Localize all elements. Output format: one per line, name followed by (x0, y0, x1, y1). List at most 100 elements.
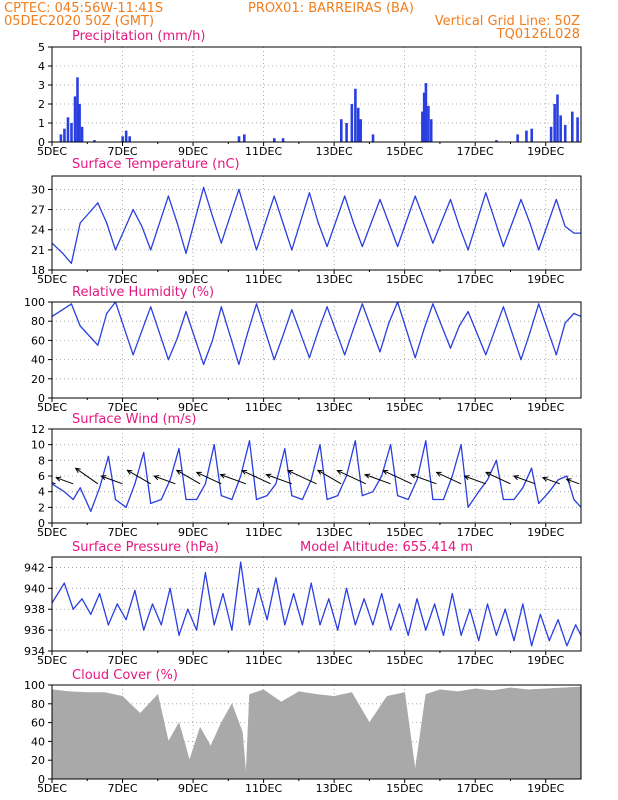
press-point (451, 593, 453, 595)
precip-bar (495, 140, 498, 142)
wind-point (125, 506, 127, 508)
rh-ytick-label: 60 (31, 334, 45, 347)
temp-point (432, 242, 434, 244)
wind-xtick-label: 9DEC (178, 526, 208, 539)
precip-bar (76, 77, 79, 142)
rh-xtick-label: 13DEC (316, 401, 353, 414)
cloud-data (52, 686, 581, 779)
wind-point (460, 444, 462, 446)
press-point (143, 629, 145, 631)
press-point (425, 629, 427, 631)
temp-point (308, 192, 310, 194)
cloud-xtick-label: 13DEC (316, 782, 353, 795)
temp-point (414, 195, 416, 197)
rh-point (326, 306, 328, 308)
precip-bar (549, 126, 553, 142)
wind-xtick-label: 17DEC (457, 526, 494, 539)
press-point (231, 629, 233, 631)
press-point (513, 640, 515, 642)
rh-point (106, 312, 108, 315)
cloud-xtick-label: 9DEC (178, 782, 208, 795)
rh-point (70, 303, 72, 305)
wind-point (143, 451, 145, 454)
rh-xtick-label: 11DEC (245, 401, 282, 414)
rh-point (352, 328, 355, 330)
press-point (522, 603, 524, 605)
press-point (354, 624, 356, 626)
temp-point (282, 222, 284, 224)
press-point (99, 593, 101, 595)
press-point (160, 624, 162, 626)
rh-point (564, 322, 566, 324)
temp-xtick-label: 7DEC (107, 273, 137, 286)
wind-ytick-label: 6 (38, 470, 45, 483)
wind-vector-head (541, 476, 548, 482)
temp-data (52, 186, 581, 264)
wind-point (513, 498, 515, 501)
precip-xtick-label: 5DEC (37, 145, 67, 158)
rh-point (247, 332, 249, 334)
press-point (284, 624, 286, 626)
wind-point (90, 510, 92, 512)
press-point (486, 603, 489, 605)
cloud-ytick-label: 100 (24, 679, 45, 692)
temp-point (106, 222, 108, 224)
precip-ytick-label: 5 (38, 41, 45, 54)
press-point (460, 634, 462, 636)
wind-point (213, 444, 215, 446)
wind-title: Surface Wind (m/s) (72, 412, 196, 427)
temp-point (167, 195, 169, 197)
wind-point (390, 444, 392, 446)
temp-point (203, 186, 205, 188)
precip-bar (121, 136, 124, 142)
rh-ytick-label: 0 (38, 392, 45, 405)
wind-vector (542, 477, 561, 485)
rh-point (485, 354, 487, 356)
wind-vector-head (153, 475, 160, 481)
press-point (531, 645, 533, 647)
temp-point (538, 249, 540, 251)
temp-point (555, 198, 557, 201)
wind-point (478, 491, 480, 493)
press-point (257, 587, 259, 589)
precip-bar (427, 105, 430, 142)
wind-point (326, 498, 328, 501)
wind-vector-head (286, 469, 293, 475)
precip-bar (63, 128, 66, 142)
rh-point (132, 354, 134, 356)
rh-point (388, 322, 390, 324)
precip-ytick-label: 0 (38, 136, 45, 149)
press-xtick-label: 9DEC (178, 654, 208, 667)
cloud-ytick-label: 60 (31, 717, 45, 730)
press-point (293, 593, 295, 595)
wind-vector (513, 475, 536, 485)
rh-point (458, 325, 460, 327)
cloud-ytick-label: 80 (31, 698, 45, 711)
wind-point (178, 448, 180, 450)
rh-point (185, 311, 187, 313)
rh-ytick-label: 80 (31, 315, 45, 328)
wind-point (266, 495, 268, 497)
wind-point (425, 440, 427, 442)
wind-xtick-label: 15DEC (386, 526, 423, 539)
temp-point (114, 249, 117, 251)
rh-point (308, 357, 310, 359)
precip-bar (559, 115, 562, 142)
rh-point (538, 303, 540, 305)
temp-point (520, 198, 522, 201)
header-coords: CPTEC: 045:56W-11:41S (4, 1, 163, 16)
precip-xtick-label: 15DEC (386, 145, 423, 158)
temp-xtick-label: 13DEC (316, 273, 353, 286)
wind-vector-head (55, 476, 62, 482)
wind-point (107, 455, 109, 457)
wind-point (160, 498, 162, 501)
wind-point (63, 491, 65, 493)
precip-bar (59, 134, 63, 142)
temp-point (291, 249, 293, 251)
precip-bar (429, 119, 433, 142)
wind-point (451, 475, 453, 477)
wind-vector-head (265, 473, 272, 479)
precip-xtick-label: 19DEC (527, 145, 564, 158)
temp-point (255, 249, 258, 251)
press-data (52, 561, 581, 647)
